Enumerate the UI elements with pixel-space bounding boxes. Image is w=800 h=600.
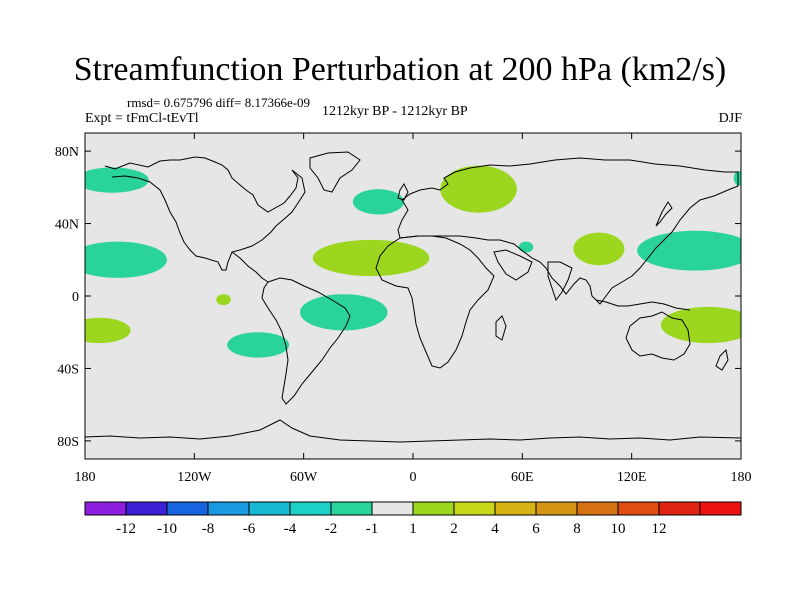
map-background (85, 133, 741, 459)
anomaly-layer (85, 165, 741, 358)
season-label: DJF (718, 111, 742, 126)
anomaly-hawaii-neg (85, 241, 167, 278)
coast-eurasia (397, 157, 739, 305)
colorbar-label: -4 (284, 521, 297, 537)
lon-tick-label: 60E (511, 470, 534, 485)
anomaly-w-pacific-neg (637, 230, 741, 271)
anomaly-s-atlantic-neg (300, 294, 388, 331)
colorbar-label: 2 (450, 521, 458, 537)
anomaly-s-pacific-neg (227, 332, 290, 358)
colorbar-swatch (371, 501, 414, 516)
colorbar-swatch (699, 501, 742, 516)
anomaly-s-pacific-west-pos (85, 317, 131, 344)
colorbar-swatch (617, 501, 660, 516)
colorbar-label: 8 (573, 521, 581, 537)
anomaly-china-pos (573, 232, 625, 266)
colorbar-label: 6 (532, 521, 540, 537)
stats-text: rmsd= 0.675796 diff= 8.17366e-09 (127, 95, 311, 110)
anomaly-n-atlantic-neg (352, 189, 404, 215)
coast-south-america (261, 277, 351, 405)
anomaly-e-pacific-small-pos (216, 294, 231, 306)
lat-tick-label: 0 (72, 290, 79, 305)
colorbar-label: -6 (243, 521, 256, 537)
colorbar-label: 1 (409, 521, 417, 537)
coast-japan (655, 201, 673, 227)
anomaly-subtropical-atlantic-pos (312, 239, 430, 277)
anomaly-arctic-east-neg (733, 171, 741, 186)
colorbar-swatch (125, 501, 168, 516)
colorbar-swatch (453, 501, 496, 516)
coastlines (85, 151, 741, 443)
colorbar-swatch (658, 501, 701, 516)
colorbar-label: -8 (202, 521, 215, 537)
colorbar-swatch (84, 501, 127, 516)
colorbar-label: -12 (116, 521, 136, 537)
colorbar-swatch (576, 501, 619, 516)
colorbar-swatch (289, 501, 332, 516)
anomaly-mideast-neg (518, 241, 534, 253)
lat-tick-label: 40N (55, 218, 79, 233)
lon-tick-label: 0 (410, 470, 417, 485)
lat-tick-label: 80S (57, 435, 79, 450)
experiment-label: Expt = tFmCl-tEvTl (85, 111, 199, 126)
colorbar-label: -2 (325, 521, 338, 537)
anomaly-australia-pos (660, 306, 741, 344)
colorbar-swatch (494, 501, 537, 516)
colorbar-swatch (207, 501, 250, 516)
colorbar-swatch (330, 501, 373, 516)
period-label: 1212kyr BP - 1212kyr BP (322, 104, 468, 119)
anomaly-europe-pos (440, 165, 517, 213)
coast-greenland (309, 151, 361, 193)
colorbar-label: 12 (652, 521, 667, 537)
axis-ticks (84, 133, 742, 459)
colorbar: -12 -10 -8 -6 -4 -2 -1 1 2 4 6 8 10 12 (84, 501, 742, 537)
lat-tick-label: 40S (57, 362, 79, 377)
coast-africa (375, 235, 495, 369)
coast-antarctica (85, 419, 741, 443)
colorbar-swatch (166, 501, 209, 516)
coast-australia (625, 311, 691, 361)
coast-indonesia (595, 299, 691, 311)
lon-tick-label: 120W (177, 470, 212, 485)
colorbar-label: -10 (157, 521, 177, 537)
lon-tick-label: 120E (617, 470, 647, 485)
lon-tick-label: 180 (75, 470, 96, 485)
colorbar-swatch (412, 501, 455, 516)
coast-british-isles (397, 183, 409, 201)
colorbar-swatch (535, 501, 578, 516)
coast-india (547, 261, 573, 302)
coast-central-america (231, 251, 269, 283)
anomaly-n-pacific-neg (85, 167, 149, 193)
axis-labels: 80N 40N 0 40S 80S 180 120W 60W 0 60E 120E 180 (55, 145, 752, 485)
coast-new-zealand (715, 348, 729, 371)
lon-tick-label: 180 (731, 470, 752, 485)
coast-arabia (493, 249, 533, 281)
lat-tick-label: 80N (55, 145, 79, 160)
colorbar-label: 4 (491, 521, 499, 537)
map-title: Streamfunction Perturbation at 200 hPa (… (73, 51, 727, 88)
colorbar-swatch (248, 501, 291, 516)
coast-north-america (104, 156, 306, 271)
colorbar-label: 10 (611, 521, 626, 537)
lon-tick-label: 60W (290, 470, 318, 485)
colorbar-label: -1 (366, 521, 379, 537)
coast-madagascar (495, 315, 507, 341)
